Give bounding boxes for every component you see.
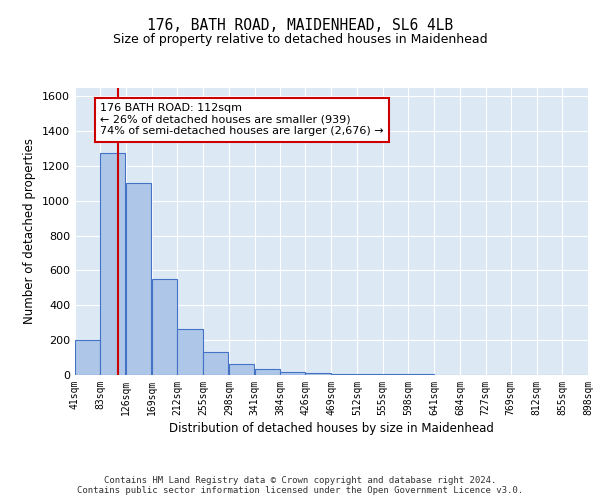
Bar — [357, 374, 382, 375]
Bar — [331, 374, 356, 375]
Text: 176, BATH ROAD, MAIDENHEAD, SL6 4LB: 176, BATH ROAD, MAIDENHEAD, SL6 4LB — [147, 18, 453, 32]
Bar — [100, 153, 125, 375]
Bar — [305, 374, 331, 375]
Text: Contains HM Land Registry data © Crown copyright and database right 2024.
Contai: Contains HM Land Registry data © Crown c… — [77, 476, 523, 495]
Bar — [152, 279, 177, 375]
Y-axis label: Number of detached properties: Number of detached properties — [23, 138, 37, 324]
Text: 176 BATH ROAD: 112sqm
← 26% of detached houses are smaller (939)
74% of semi-det: 176 BATH ROAD: 112sqm ← 26% of detached … — [100, 103, 384, 136]
Bar — [383, 374, 408, 375]
Bar — [254, 369, 280, 375]
Bar — [280, 372, 305, 375]
X-axis label: Distribution of detached houses by size in Maidenhead: Distribution of detached houses by size … — [169, 422, 494, 435]
Bar — [203, 352, 228, 375]
Text: Size of property relative to detached houses in Maidenhead: Size of property relative to detached ho… — [113, 32, 487, 46]
Bar — [229, 364, 254, 375]
Bar — [126, 184, 151, 375]
Bar — [178, 329, 203, 375]
Bar — [75, 340, 100, 375]
Bar — [409, 374, 434, 375]
